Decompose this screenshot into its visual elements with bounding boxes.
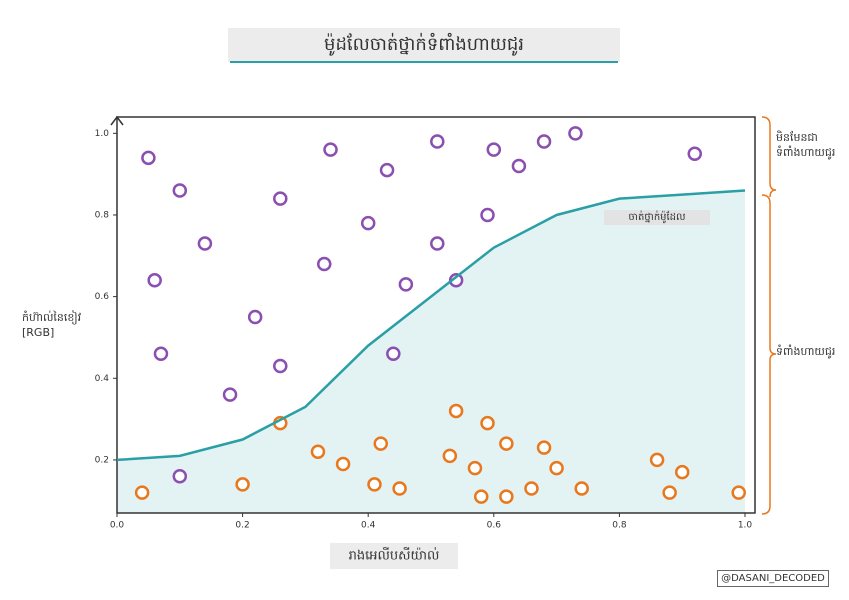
x-axis-label: រាងអេលីបសីយ៉ាល់ — [349, 547, 440, 564]
fruit-point — [430, 236, 445, 251]
x-tick-label: 0.8 — [612, 521, 627, 531]
fruit-point — [486, 142, 502, 157]
plot: 0.2 0.4 0.6 0.8 1.0 0.0 0.2 0.4 0.6 0.8 1.0 — [95, 115, 756, 531]
fruit-point — [499, 436, 514, 451]
fruit-point — [273, 191, 288, 206]
fruit-point — [398, 277, 414, 292]
fruit-point — [310, 444, 326, 460]
fruit-point — [448, 403, 464, 419]
y-tick-label: 0.2 — [95, 455, 109, 465]
fruit-point — [430, 134, 445, 149]
fruit-point — [511, 158, 527, 174]
plot-frame — [116, 116, 756, 514]
fruit-point — [386, 346, 401, 362]
y-tick-label: 0.6 — [95, 292, 110, 302]
fruit-point — [222, 387, 238, 402]
fruit-point — [197, 236, 213, 251]
fruit-point — [235, 477, 250, 492]
bracket — [761, 116, 777, 198]
fruit-point — [392, 481, 407, 496]
fruit-point — [674, 464, 690, 480]
fruit-point — [323, 142, 338, 157]
fruit-point — [172, 183, 188, 198]
x-tick-label: 0.4 — [361, 521, 376, 531]
fruit-point — [373, 436, 389, 451]
legend-label: មិនមែនជាទំពាំងហាយជូរ — [776, 131, 836, 159]
y-axis-label: កំហ៊ាល់នៃខៀវ [RGB] — [22, 311, 82, 339]
fruit-point — [134, 485, 150, 500]
fruit-point — [662, 485, 677, 500]
chart-title: ម៉ូដលែចាត់ថ្នាក់ទំពាំងហាយជូរ — [324, 32, 524, 56]
x-tick-label: 1.0 — [738, 521, 753, 531]
fruit-point — [536, 134, 552, 149]
x-label-box — [330, 543, 458, 569]
fruit-point — [153, 346, 169, 362]
fruit-point — [172, 469, 188, 484]
fruit-point — [524, 481, 539, 496]
fruit-point — [480, 207, 495, 223]
fruit-point — [367, 477, 382, 492]
y-tick-label: 0.4 — [95, 374, 110, 384]
fruit-point — [335, 456, 351, 472]
fruit-point — [480, 415, 495, 431]
fruit-point — [574, 481, 589, 496]
y-tick-label: 0.8 — [95, 210, 110, 220]
fruit-point — [649, 452, 665, 468]
y-axis-arrow — [110, 115, 124, 126]
fruit-point — [316, 256, 332, 272]
fruit-point — [442, 448, 458, 464]
fruit-point — [360, 215, 376, 231]
fruit-point — [467, 460, 483, 476]
legend-label: ទំពាំងហាយជូរ — [776, 345, 836, 358]
x-tick-label: 0.2 — [235, 521, 249, 531]
fruit-point — [687, 146, 703, 161]
curve-label: ចាត់ថ្នាក់ម៉ូដែល — [604, 210, 710, 225]
curve — [116, 189, 746, 462]
fruit-point — [731, 485, 746, 500]
fruit-point — [499, 489, 514, 504]
watermark: @DASANI_DECODED — [717, 570, 829, 587]
x-tick-label: 0.0 — [110, 521, 125, 531]
fruit-point — [141, 150, 156, 166]
x-tick-label: 0.6 — [487, 521, 502, 531]
fruit-point — [247, 309, 263, 325]
fruit-point — [549, 460, 564, 476]
fruit-point — [273, 358, 288, 374]
area — [117, 190, 745, 513]
fruit-point — [147, 273, 162, 288]
fruit-point — [379, 162, 395, 178]
title-box — [228, 28, 620, 62]
bracket — [761, 194, 777, 515]
y-tick-label: 1.0 — [95, 129, 110, 139]
fruit-point — [473, 489, 489, 504]
fruit-point — [568, 126, 583, 141]
fruit-point — [536, 440, 552, 455]
